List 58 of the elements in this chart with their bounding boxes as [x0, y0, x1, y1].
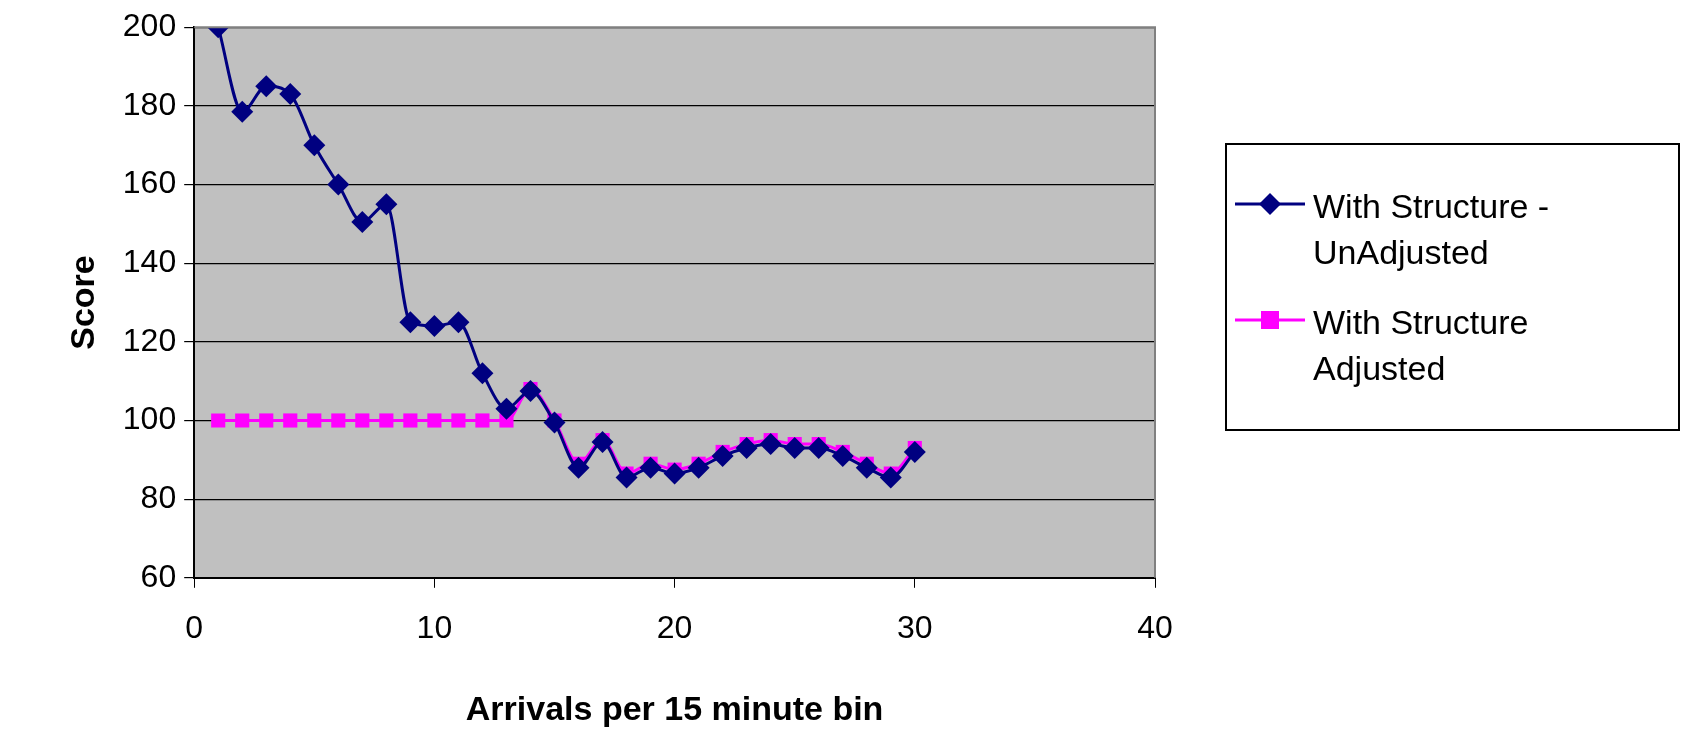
point: [327, 173, 350, 196]
point: [519, 379, 542, 402]
y-tick-label: 120: [122, 321, 177, 358]
point: [379, 413, 394, 428]
point: [351, 210, 374, 233]
point: [879, 466, 902, 489]
point: [711, 444, 734, 467]
point: [279, 83, 302, 106]
point: [591, 431, 614, 454]
point: [759, 433, 782, 456]
legend-label: With Structure - UnAdjusted: [1313, 186, 1551, 273]
point: [447, 311, 470, 334]
y-tick-label: 60: [140, 557, 177, 594]
y-tick-label: 80: [140, 478, 177, 515]
point: [307, 413, 322, 428]
point: [663, 462, 686, 485]
point: [331, 413, 346, 428]
point: [211, 413, 226, 428]
x-tick-label: 30: [897, 608, 933, 645]
point: [403, 413, 418, 428]
legend-label: With Structure Adjusted: [1313, 302, 1530, 389]
point: [855, 456, 878, 479]
y-tick-label: 140: [122, 243, 177, 279]
point: [303, 134, 326, 157]
point: [475, 413, 490, 428]
point: [807, 437, 830, 460]
point: [259, 413, 274, 428]
point: [423, 315, 446, 338]
point: [231, 100, 254, 123]
x-tick-label: 0: [185, 608, 204, 645]
point: [255, 75, 278, 98]
y-tick-label: 160: [122, 164, 177, 201]
point: [831, 444, 854, 467]
point: [903, 440, 926, 463]
x-tick-label: 10: [416, 608, 453, 645]
point: [235, 413, 250, 428]
x-axis-title: Arrivals per 15 minute bin: [465, 688, 884, 727]
point: [687, 456, 710, 479]
x-tick-label: 40: [1137, 608, 1173, 645]
y-tick-label: 200: [122, 7, 177, 44]
y-tick-label: 100: [122, 400, 177, 437]
point: [639, 456, 662, 479]
point: [399, 311, 422, 334]
point: [615, 466, 638, 489]
point: [355, 413, 370, 428]
point: [495, 397, 518, 420]
point: [471, 362, 494, 385]
point: [543, 411, 566, 434]
point: [451, 413, 466, 428]
y-axis-title: Score: [62, 255, 101, 350]
point: [567, 456, 590, 479]
x-tick-label: 20: [656, 608, 693, 645]
point: [427, 413, 442, 428]
point: [283, 413, 298, 428]
point: [375, 193, 398, 216]
y-tick-label: 180: [122, 85, 177, 122]
point: [783, 437, 806, 460]
point: [735, 437, 758, 460]
